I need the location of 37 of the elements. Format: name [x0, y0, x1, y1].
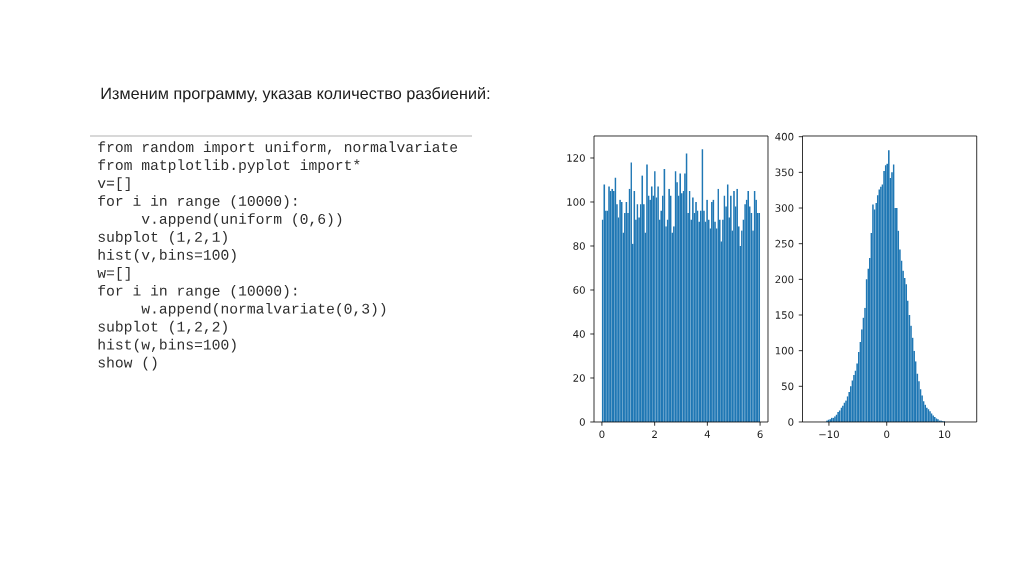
- text: show (): [98, 356, 157, 371]
- y-tick-label: 400: [775, 132, 794, 141]
- x-tick-label: 0: [884, 430, 890, 439]
- text: v.append(uniform (0,6)): [141, 213, 342, 227]
- x-tick-label: 6: [757, 430, 763, 439]
- text: v=[]: [97, 177, 130, 191]
- text: hist(w,bins=100): [98, 338, 236, 353]
- y-tick-label: 0: [579, 418, 585, 426]
- y-tick-label: 80: [573, 242, 585, 250]
- text: for i in range (10000):: [98, 195, 297, 209]
- x-tick-label: 2: [652, 430, 657, 438]
- text: Изменим программу, указав количество разбиений:: [101, 86, 490, 103]
- text: w=[]: [97, 267, 130, 281]
- y-tick-label: 120: [567, 154, 585, 162]
- y-tick-label: 200: [775, 275, 794, 284]
- text: subplot (1,2,1): [98, 231, 227, 245]
- x-tick-label: −10: [819, 430, 839, 439]
- y-tick-label: 100: [775, 346, 794, 355]
- y-tick-label: 100: [567, 198, 585, 206]
- x-tick-label: 10: [939, 430, 951, 439]
- text: from random import uniform, normalvariate: [98, 141, 458, 156]
- y-tick-label: 300: [775, 204, 794, 212]
- y-tick-label: 0: [788, 418, 794, 426]
- x-tick-label: 0: [599, 430, 605, 439]
- y-tick-label: 250: [775, 239, 794, 248]
- text: subplot (1,2,2): [98, 320, 227, 335]
- y-tick-label: 350: [775, 168, 794, 177]
- y-tick-label: 40: [573, 330, 585, 338]
- y-tick-label: 20: [573, 374, 585, 382]
- text: w.append(normalvariate(0,3)): [141, 302, 386, 317]
- x-tick-label: 4: [704, 430, 711, 438]
- text: for i in range (10000):: [98, 284, 297, 299]
- y-tick-label: 50: [781, 382, 794, 391]
- y-tick-label: 60: [573, 286, 585, 294]
- text: hist(v,bins=100): [98, 249, 236, 263]
- text: from matplotlib.pyplot import*: [98, 159, 360, 173]
- y-tick-label: 150: [775, 311, 794, 319]
